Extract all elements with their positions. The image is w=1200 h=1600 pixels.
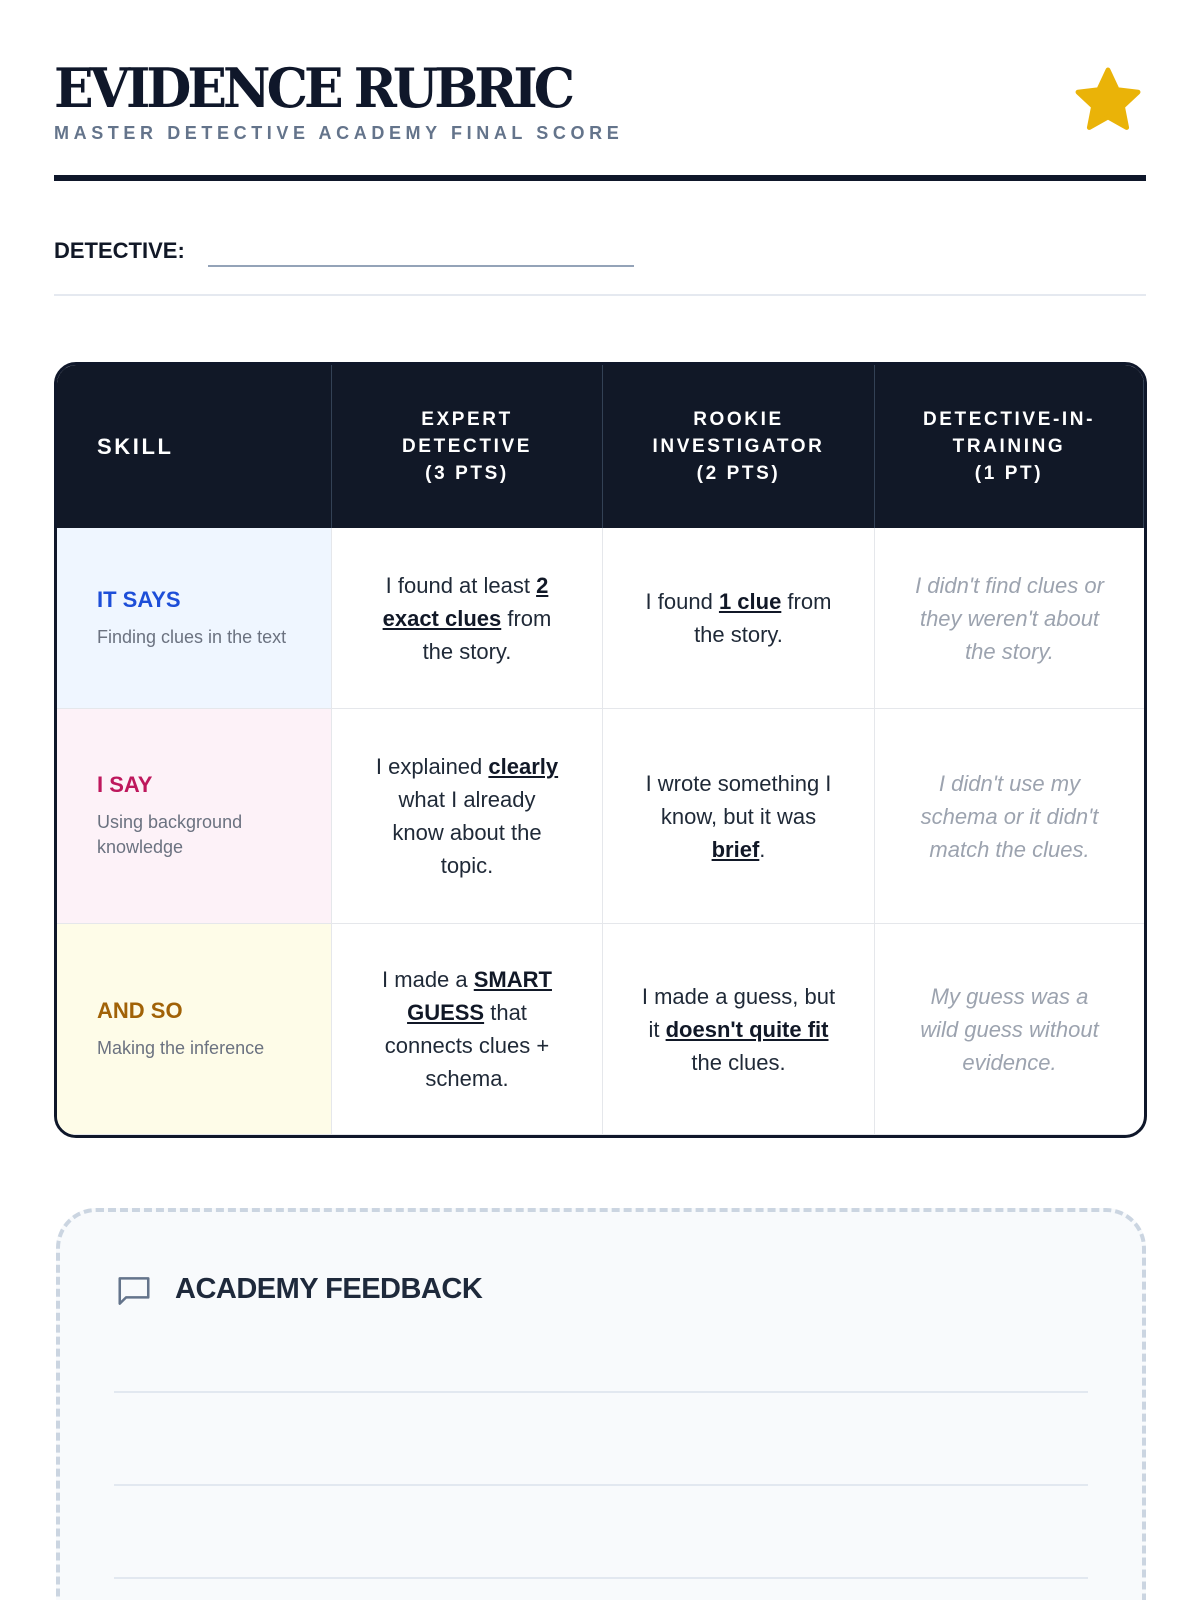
feedback-title: ACADEMY FEEDBACK [175, 1273, 483, 1305]
cell-text: I didn't use my schema or it didn't matc… [913, 767, 1106, 866]
cell-text-part: the clues. [691, 1049, 786, 1075]
header-divider [54, 175, 1146, 181]
skill-description: Finding clues in the text [97, 626, 287, 647]
cell-text-part: . [759, 836, 766, 862]
cell-text-part: I made a guess, but it [641, 983, 836, 1042]
skill-name: AND SO [97, 997, 183, 1023]
feedback-line[interactable] [114, 1391, 1088, 1393]
skill-cell: IT SAYS Finding clues in the text [57, 528, 332, 709]
feedback-line[interactable] [114, 1484, 1088, 1486]
section-divider [54, 294, 1146, 296]
cell-text-part: I made a [382, 967, 474, 992]
emphasis-text: brief [711, 836, 760, 862]
cell-text: I didn't find clues or they weren't abou… [913, 569, 1106, 668]
rubric-cell: I made a SMART GUESS that connects clues… [332, 924, 603, 1135]
column-header: SKILL [57, 365, 332, 528]
star-icon [1075, 67, 1141, 130]
skill-description: Using background knowledge [97, 812, 243, 857]
cell-text-part: I found at least [385, 572, 537, 598]
rubric-cell: I explained clearly what I already know … [332, 709, 603, 924]
rubric-cell: I found at least 2 exact clues from the … [332, 528, 603, 709]
emphasis-text: SMART GUESS [407, 967, 552, 1025]
rubric-cell: I made a guess, but it doesn't quite fit… [603, 924, 875, 1135]
cell-text-part: from the story. [694, 589, 832, 647]
skill-name: I SAY [97, 772, 153, 797]
rubric-cell: I didn't use my schema or it didn't matc… [875, 709, 1144, 924]
skill-description: Making the inference [97, 1037, 265, 1058]
rubric-cell: I wrote something I know, but it was bri… [603, 709, 875, 924]
cell-text-part: from the story. [422, 605, 552, 664]
page-title: EVIDENCE RUBRIC [54, 56, 575, 121]
cell-text: I wrote something I know, but it was bri… [641, 767, 836, 866]
cell-text-part: that connects clues + schema. [384, 1000, 550, 1091]
rubric-table: SKILL EXPERT DETECTIVE (3 PTS) ROOKIE INVE… [54, 362, 1147, 1138]
rubric-cell: I didn't find clues or they weren't abou… [875, 528, 1144, 709]
skill-cell: I SAY Using background knowledge [57, 709, 332, 924]
cell-text: I explained clearly what I already know … [370, 750, 564, 882]
column-header: ROOKIE INVESTIGATOR (2 PTS) [603, 365, 875, 528]
feedback-box [56, 1208, 1146, 1600]
cell-text-part: I found [645, 589, 719, 614]
cell-text: I made a guess, but it doesn't quite fit… [641, 980, 836, 1079]
detective-label: DETECTIVE: [54, 238, 185, 263]
cell-text: I found 1 clue from the story. [641, 585, 836, 651]
column-header: DETECTIVE-IN- TRAINING (1 PT) [875, 365, 1144, 528]
column-header: EXPERT DETECTIVE (3 PTS) [332, 365, 603, 528]
rubric-cell: I found 1 clue from the story. [603, 528, 875, 709]
skill-name: IT SAYS [97, 586, 181, 612]
rubric-cell: My guess was a wild guess without eviden… [875, 924, 1144, 1135]
emphasis-text: doesn't quite fit [665, 1016, 829, 1042]
skill-cell: AND SO Making the inference [57, 924, 332, 1135]
cell-text-part: I didn't find clues or they weren't abou… [915, 572, 1104, 664]
cell-text-part: I didn't use my schema or it didn't matc… [920, 770, 1099, 862]
page-subtitle: MASTER DETECTIVE ACADEMY FINAL SCORE [54, 123, 624, 143]
message-square-icon [118, 1277, 150, 1305]
cell-text-part: what I already know about the topic. [392, 787, 542, 878]
cell-text-part: I wrote something I know, but it was [645, 770, 832, 829]
cell-text-part: My guess was a wild guess without eviden… [920, 983, 1099, 1075]
detective-name-field[interactable] [208, 265, 634, 267]
emphasis-text: clearly [488, 754, 559, 779]
cell-text: My guess was a wild guess without eviden… [913, 980, 1106, 1079]
cell-text-part: I explained [375, 754, 489, 779]
emphasis-text: 2 exact clues [382, 572, 549, 631]
feedback-line[interactable] [114, 1577, 1088, 1579]
cell-text: I found at least 2 exact clues from the … [370, 569, 564, 668]
emphasis-text: 1 clue [718, 589, 782, 614]
cell-text: I made a SMART GUESS that connects clues… [370, 963, 564, 1095]
